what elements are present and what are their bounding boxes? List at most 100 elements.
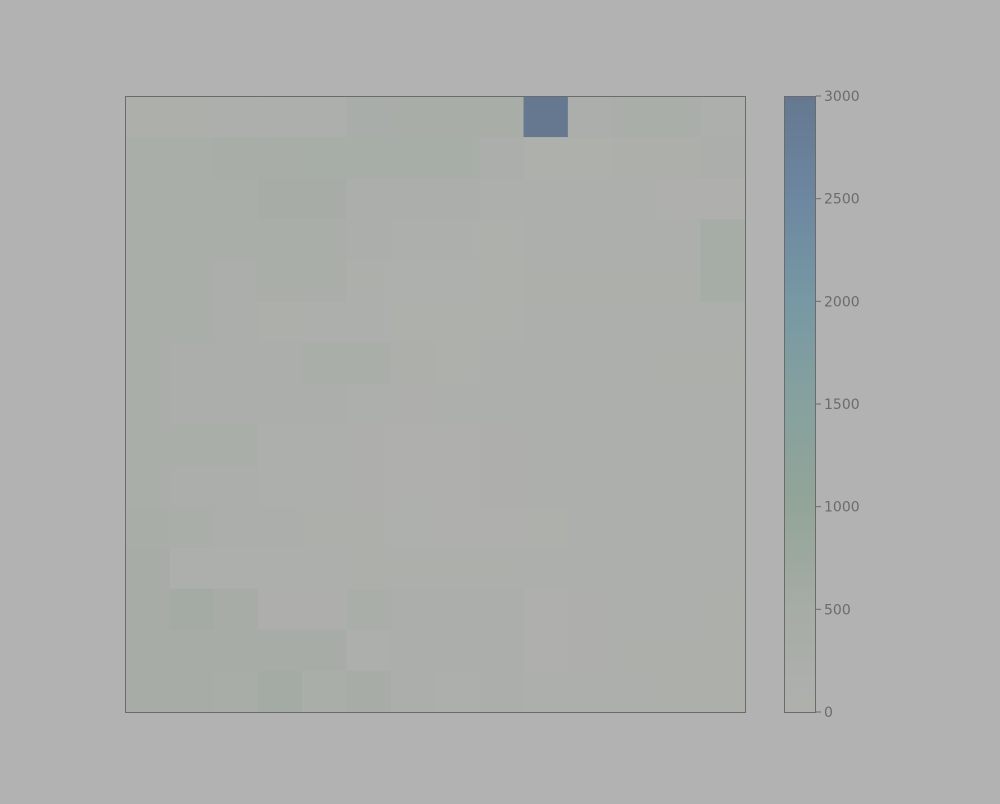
heatmap-cell: [169, 96, 215, 138]
heatmap-cell: [656, 588, 702, 631]
heatmap-cell: [612, 465, 658, 508]
heatmap-cell: [523, 178, 569, 220]
heatmap-cell: [346, 178, 392, 220]
heatmap-cell: [612, 670, 658, 713]
heatmap-cell: [523, 260, 569, 302]
heatmap-cell: [656, 465, 702, 508]
heatmap-cell: [612, 301, 658, 343]
heatmap-cell: [213, 96, 259, 138]
heatmap-cell: [257, 342, 303, 385]
heatmap-cell: [302, 178, 348, 220]
heatmap-cell: [346, 301, 392, 343]
heatmap-cell: [612, 260, 658, 302]
heatmap-cell: [213, 629, 259, 672]
heatmap-cell: [656, 670, 702, 713]
heatmap-cell: [700, 137, 746, 179]
heatmap-cell: [612, 219, 658, 261]
heatmap-cell: [656, 506, 702, 549]
heatmap-cell: [567, 506, 613, 549]
heatmap-cell: [257, 424, 303, 467]
heatmap-cell: [567, 465, 613, 508]
heatmap-cell: [700, 96, 746, 138]
heatmap-cell: [213, 424, 259, 467]
heatmap-cell: [125, 342, 170, 385]
heatmap-cell: [700, 465, 746, 508]
heatmap-cell: [656, 178, 702, 220]
heatmap-cell: [567, 383, 613, 426]
heatmap-cell: [125, 629, 170, 672]
heatmap-cell: [523, 342, 569, 385]
heatmap-cell: [390, 465, 436, 508]
heatmap-cell: [612, 178, 658, 220]
heatmap-cell: [435, 465, 480, 508]
heatmap-cell: [346, 96, 392, 138]
heatmap-cell: [612, 424, 658, 467]
heatmap-cell: [346, 506, 392, 549]
heatmap-cell: [213, 670, 259, 713]
heatmap-cell: [346, 424, 392, 467]
heatmap-cell: [302, 547, 348, 590]
heatmap-cell: [612, 96, 658, 138]
heatmap-cell: [479, 137, 525, 179]
heatmap-cell: [125, 383, 170, 426]
heatmap-cell: [523, 629, 569, 672]
heatmap-cell: [125, 219, 170, 261]
heatmap-cell: [213, 219, 259, 261]
heatmap-cell: [346, 588, 392, 631]
heatmap-cell: [213, 547, 259, 590]
heatmap-cell: [435, 260, 480, 302]
heatmap-cell: [612, 547, 658, 590]
heatmap-cell: [125, 424, 170, 467]
heatmap-cell: [700, 629, 746, 672]
heatmap-cell: [302, 383, 348, 426]
heatmap-cell: [125, 260, 170, 302]
heatmap-cell: [346, 465, 392, 508]
heatmap-cell: [700, 547, 746, 590]
heatmap-cell: [567, 178, 613, 220]
heatmap-cell: [257, 137, 303, 179]
heatmap-cell: [523, 506, 569, 549]
heatmap-cell: [257, 547, 303, 590]
heatmap-cell: [257, 588, 303, 631]
heatmap-cell: [125, 588, 170, 631]
colorbar-tick-label: 500: [824, 602, 851, 618]
heatmap-cell: [435, 588, 480, 631]
heatmap-cell: [390, 424, 436, 467]
colorbar-tick-label: 1000: [824, 500, 860, 516]
heatmap-cells: [125, 96, 746, 713]
heatmap-cell: [302, 219, 348, 261]
heatmap-cell: [523, 383, 569, 426]
heatmap-cell: [435, 342, 480, 385]
heatmap-cell: [567, 137, 613, 179]
heatmap-cell: [479, 96, 525, 138]
heatmap-cell: [213, 260, 259, 302]
heatmap-cell: [125, 137, 170, 179]
colorbar-tick-label: 0: [824, 705, 833, 721]
heatmap-cell: [656, 629, 702, 672]
heatmap-cell: [567, 301, 613, 343]
heatmap-cell: [435, 137, 480, 179]
heatmap-cell: [213, 383, 259, 426]
heatmap-cell: [479, 465, 525, 508]
heatmap-cell: [390, 178, 436, 220]
heatmap-cell: [656, 219, 702, 261]
heatmap-cell: [169, 383, 215, 426]
heatmap-cell: [567, 629, 613, 672]
heatmap-cell: [435, 547, 480, 590]
heatmap-cell: [169, 424, 215, 467]
heatmap-cell: [700, 424, 746, 467]
heatmap-cell: [213, 137, 259, 179]
heatmap-cell: [390, 629, 436, 672]
heatmap-cell: [346, 342, 392, 385]
heatmap-cell: [213, 178, 259, 220]
heatmap-cell: [656, 547, 702, 590]
heatmap-cell: [567, 424, 613, 467]
heatmap-cell: [390, 670, 436, 713]
heatmap-cell: [700, 178, 746, 220]
colorbar-tick-label: 2500: [824, 192, 860, 208]
heatmap-cell: [656, 383, 702, 426]
colorbar-frame: [784, 96, 816, 713]
heatmap-cell: [302, 588, 348, 631]
heatmap-cell: [656, 301, 702, 343]
